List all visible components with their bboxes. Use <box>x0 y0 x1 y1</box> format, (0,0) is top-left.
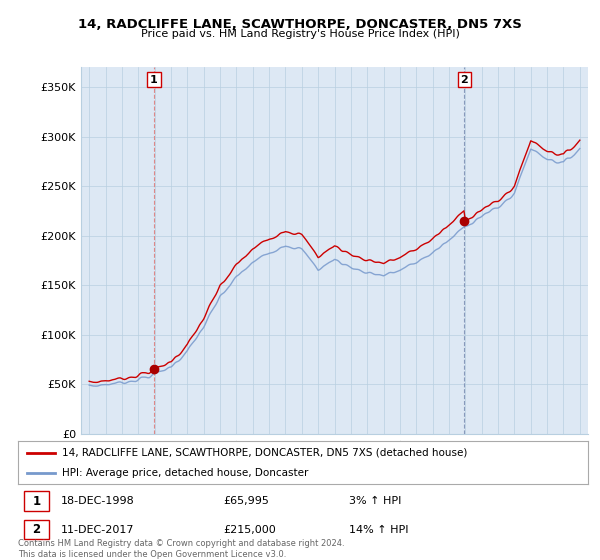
Text: Contains HM Land Registry data © Crown copyright and database right 2024.
This d: Contains HM Land Registry data © Crown c… <box>18 539 344 559</box>
Text: 2: 2 <box>32 523 41 536</box>
Text: 11-DEC-2017: 11-DEC-2017 <box>61 525 134 535</box>
Text: 14, RADCLIFFE LANE, SCAWTHORPE, DONCASTER, DN5 7XS (detached house): 14, RADCLIFFE LANE, SCAWTHORPE, DONCASTE… <box>62 447 468 458</box>
FancyBboxPatch shape <box>24 520 49 539</box>
Text: £65,995: £65,995 <box>223 496 269 506</box>
Text: Price paid vs. HM Land Registry's House Price Index (HPI): Price paid vs. HM Land Registry's House … <box>140 29 460 39</box>
Text: 1: 1 <box>150 74 158 85</box>
Text: HPI: Average price, detached house, Doncaster: HPI: Average price, detached house, Donc… <box>62 469 309 478</box>
Text: £215,000: £215,000 <box>223 525 276 535</box>
Text: 2: 2 <box>460 74 468 85</box>
FancyBboxPatch shape <box>24 492 49 511</box>
Text: 18-DEC-1998: 18-DEC-1998 <box>61 496 134 506</box>
Text: 14, RADCLIFFE LANE, SCAWTHORPE, DONCASTER, DN5 7XS: 14, RADCLIFFE LANE, SCAWTHORPE, DONCASTE… <box>78 18 522 31</box>
Text: 14% ↑ HPI: 14% ↑ HPI <box>349 525 408 535</box>
Text: 1: 1 <box>32 494 41 507</box>
Text: 3% ↑ HPI: 3% ↑ HPI <box>349 496 401 506</box>
